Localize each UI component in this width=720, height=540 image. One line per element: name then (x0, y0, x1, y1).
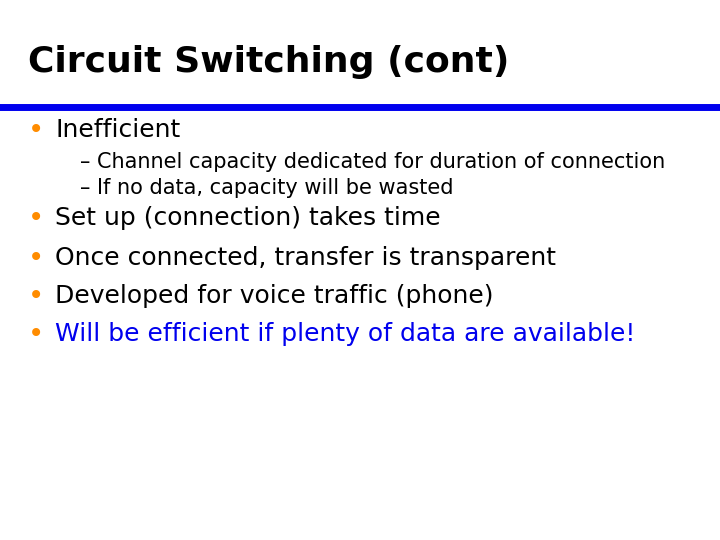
Text: Circuit Switching (cont): Circuit Switching (cont) (28, 45, 509, 79)
Text: – Channel capacity dedicated for duration of connection: – Channel capacity dedicated for duratio… (80, 152, 665, 172)
Text: – If no data, capacity will be wasted: – If no data, capacity will be wasted (80, 178, 454, 198)
Text: Developed for voice traffic (phone): Developed for voice traffic (phone) (55, 284, 493, 308)
Text: Set up (connection) takes time: Set up (connection) takes time (55, 206, 441, 230)
Text: •: • (28, 116, 44, 144)
Text: Once connected, transfer is transparent: Once connected, transfer is transparent (55, 246, 556, 270)
Text: Will be efficient if plenty of data are available!: Will be efficient if plenty of data are … (55, 322, 635, 346)
Text: •: • (28, 244, 44, 272)
Text: •: • (28, 320, 44, 348)
Text: •: • (28, 204, 44, 232)
Text: Inefficient: Inefficient (55, 118, 180, 142)
Text: •: • (28, 282, 44, 310)
